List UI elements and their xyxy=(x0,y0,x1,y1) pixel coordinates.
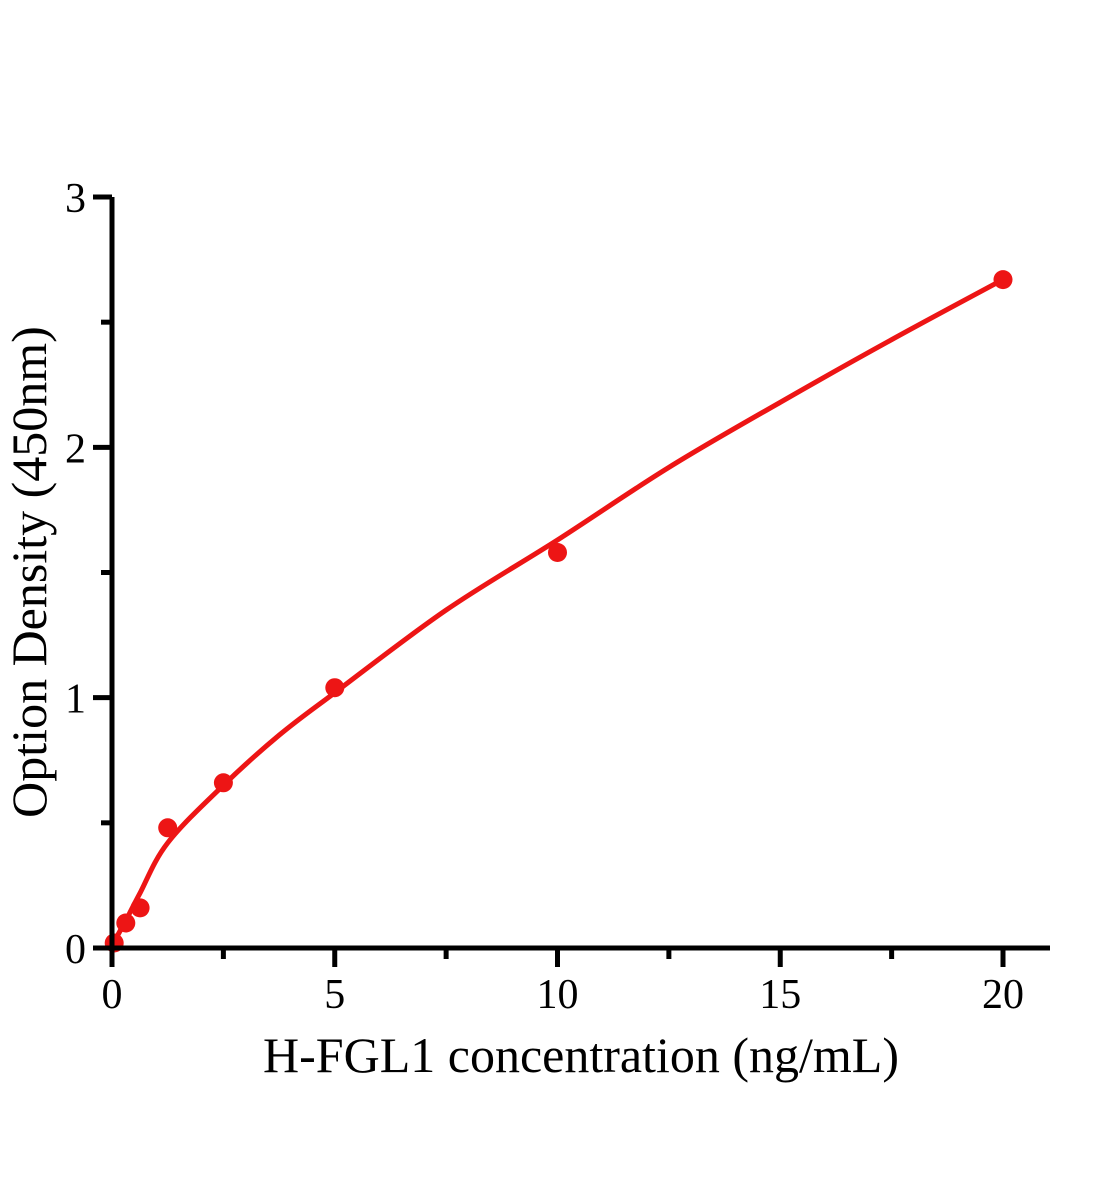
data-point xyxy=(325,678,345,698)
x-tick-label: 0 xyxy=(102,972,123,1018)
y-tick-label: 0 xyxy=(65,927,86,973)
x-tick-label: 20 xyxy=(982,972,1024,1018)
data-point xyxy=(213,773,233,793)
y-tick-label: 1 xyxy=(65,677,86,723)
series-layer xyxy=(104,270,1013,953)
data-point xyxy=(130,898,150,918)
x-tick-label: 15 xyxy=(759,972,801,1018)
axis-layer xyxy=(93,194,1050,967)
data-point xyxy=(158,818,178,838)
y-tick-label: 2 xyxy=(65,426,86,472)
y-tick-label: 3 xyxy=(65,176,86,222)
data-point xyxy=(993,270,1013,290)
y-axis-title: Option Density (450nm) xyxy=(1,326,57,818)
tick-label-layer: 0 5 10 15 20 0 1 2 3 xyxy=(65,176,1024,1018)
data-point xyxy=(116,913,136,933)
data-point xyxy=(548,543,567,562)
x-axis-title: H-FGL1 concentration (ng/mL) xyxy=(263,1027,899,1083)
axis-lines xyxy=(109,197,1050,951)
x-tick-label: 5 xyxy=(324,972,345,1018)
x-tick-label: 10 xyxy=(537,972,579,1018)
fit-curve xyxy=(109,277,1006,948)
